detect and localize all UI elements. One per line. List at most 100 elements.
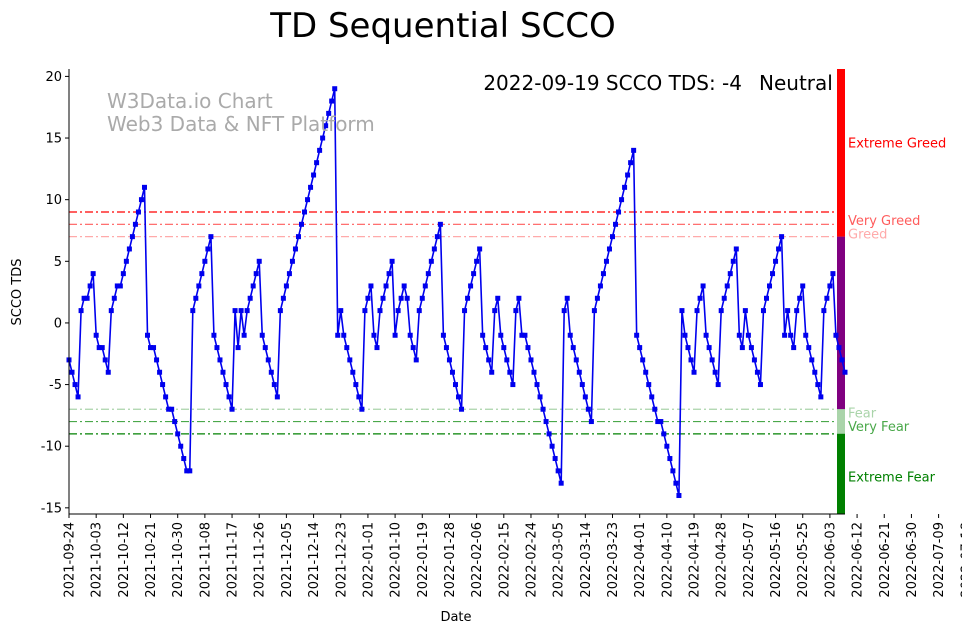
data-point bbox=[785, 308, 791, 314]
data-point bbox=[501, 345, 507, 351]
x-ticks: 2021-09-24 2021-10-03 2021-10-12 2021-10-21… bbox=[63, 514, 962, 598]
data-point bbox=[238, 308, 244, 314]
data-point bbox=[235, 345, 241, 351]
data-point bbox=[395, 308, 401, 314]
data-point bbox=[428, 258, 434, 264]
data-point bbox=[779, 234, 785, 240]
data-point bbox=[208, 234, 214, 240]
data-point bbox=[117, 283, 123, 289]
data-point bbox=[694, 308, 700, 314]
data-point bbox=[437, 221, 443, 227]
side-bar-segment-3 bbox=[837, 433, 845, 514]
data-point bbox=[809, 357, 815, 363]
data-point bbox=[495, 295, 501, 301]
data-point bbox=[443, 345, 449, 351]
data-point bbox=[401, 283, 407, 289]
data-point bbox=[585, 406, 591, 412]
sentiment-side-bar bbox=[837, 69, 845, 514]
data-point bbox=[751, 357, 757, 363]
side-bar-segment-0 bbox=[837, 69, 845, 237]
data-point bbox=[582, 394, 588, 400]
y-tick-label: -10 bbox=[41, 440, 62, 455]
data-point bbox=[452, 382, 458, 388]
data-point bbox=[519, 332, 525, 338]
data-point bbox=[579, 382, 585, 388]
data-point bbox=[700, 283, 706, 289]
data-point bbox=[120, 271, 126, 277]
data-point bbox=[172, 419, 178, 425]
data-point bbox=[739, 345, 745, 351]
data-point bbox=[534, 382, 540, 388]
data-point bbox=[833, 332, 839, 338]
y-tick-label: 5 bbox=[54, 255, 62, 270]
data-point bbox=[640, 357, 646, 363]
data-point bbox=[836, 345, 842, 351]
data-point bbox=[289, 258, 295, 264]
data-point bbox=[767, 283, 773, 289]
x-tick-label: 2021-11-08 bbox=[198, 522, 213, 598]
data-point bbox=[220, 369, 226, 375]
data-point bbox=[549, 443, 555, 449]
data-point bbox=[277, 308, 283, 314]
data-point bbox=[628, 160, 634, 166]
data-point bbox=[268, 369, 274, 375]
data-point bbox=[516, 295, 522, 301]
y-tick-label: 0 bbox=[54, 316, 62, 331]
data-point bbox=[600, 271, 606, 277]
data-point bbox=[504, 357, 510, 363]
data-point bbox=[821, 308, 827, 314]
data-point bbox=[138, 197, 144, 203]
chart-title: TD Sequential SCCO bbox=[269, 6, 616, 46]
x-tick-label: 2022-04-10 bbox=[660, 522, 675, 598]
data-point bbox=[305, 197, 311, 203]
data-point bbox=[151, 345, 157, 351]
data-point bbox=[742, 308, 748, 314]
data-point bbox=[96, 345, 102, 351]
side-bar-segment-2 bbox=[837, 409, 845, 434]
data-point bbox=[682, 332, 688, 338]
data-point bbox=[419, 295, 425, 301]
data-point bbox=[386, 271, 392, 277]
data-point bbox=[105, 369, 111, 375]
data-point bbox=[371, 332, 377, 338]
data-point bbox=[286, 271, 292, 277]
zone-label-0: Extreme Greed bbox=[848, 136, 946, 151]
data-point bbox=[205, 246, 211, 252]
data-point bbox=[217, 357, 223, 363]
y-axis-label: SCCO TDS bbox=[10, 259, 25, 326]
data-point bbox=[75, 394, 81, 400]
data-point bbox=[685, 345, 691, 351]
x-tick-label: 2022-02-06 bbox=[470, 522, 485, 598]
data-point bbox=[341, 332, 347, 338]
data-point bbox=[410, 345, 416, 351]
data-point bbox=[597, 283, 603, 289]
data-point bbox=[332, 86, 338, 92]
data-point bbox=[474, 258, 480, 264]
data-point bbox=[794, 308, 800, 314]
zone-label-4: Very Fear bbox=[848, 420, 910, 435]
data-point bbox=[606, 246, 612, 252]
data-point bbox=[187, 468, 193, 474]
zone-label-3: Fear bbox=[848, 406, 877, 421]
data-point bbox=[383, 283, 389, 289]
data-point bbox=[721, 295, 727, 301]
data-point bbox=[800, 283, 806, 289]
data-point bbox=[483, 345, 489, 351]
data-point bbox=[184, 468, 190, 474]
data-point bbox=[724, 283, 730, 289]
data-point bbox=[812, 369, 818, 375]
data-point bbox=[806, 345, 812, 351]
data-point bbox=[610, 234, 616, 240]
x-tick-label: 2021-10-12 bbox=[117, 522, 132, 598]
data-point bbox=[727, 271, 733, 277]
data-point bbox=[145, 332, 151, 338]
data-point bbox=[123, 258, 129, 264]
y-tick-label: 15 bbox=[45, 132, 62, 147]
data-point bbox=[413, 357, 419, 363]
data-point bbox=[591, 308, 597, 314]
data-point bbox=[757, 382, 763, 388]
data-point bbox=[655, 419, 661, 425]
data-point bbox=[280, 295, 286, 301]
data-point bbox=[540, 406, 546, 412]
